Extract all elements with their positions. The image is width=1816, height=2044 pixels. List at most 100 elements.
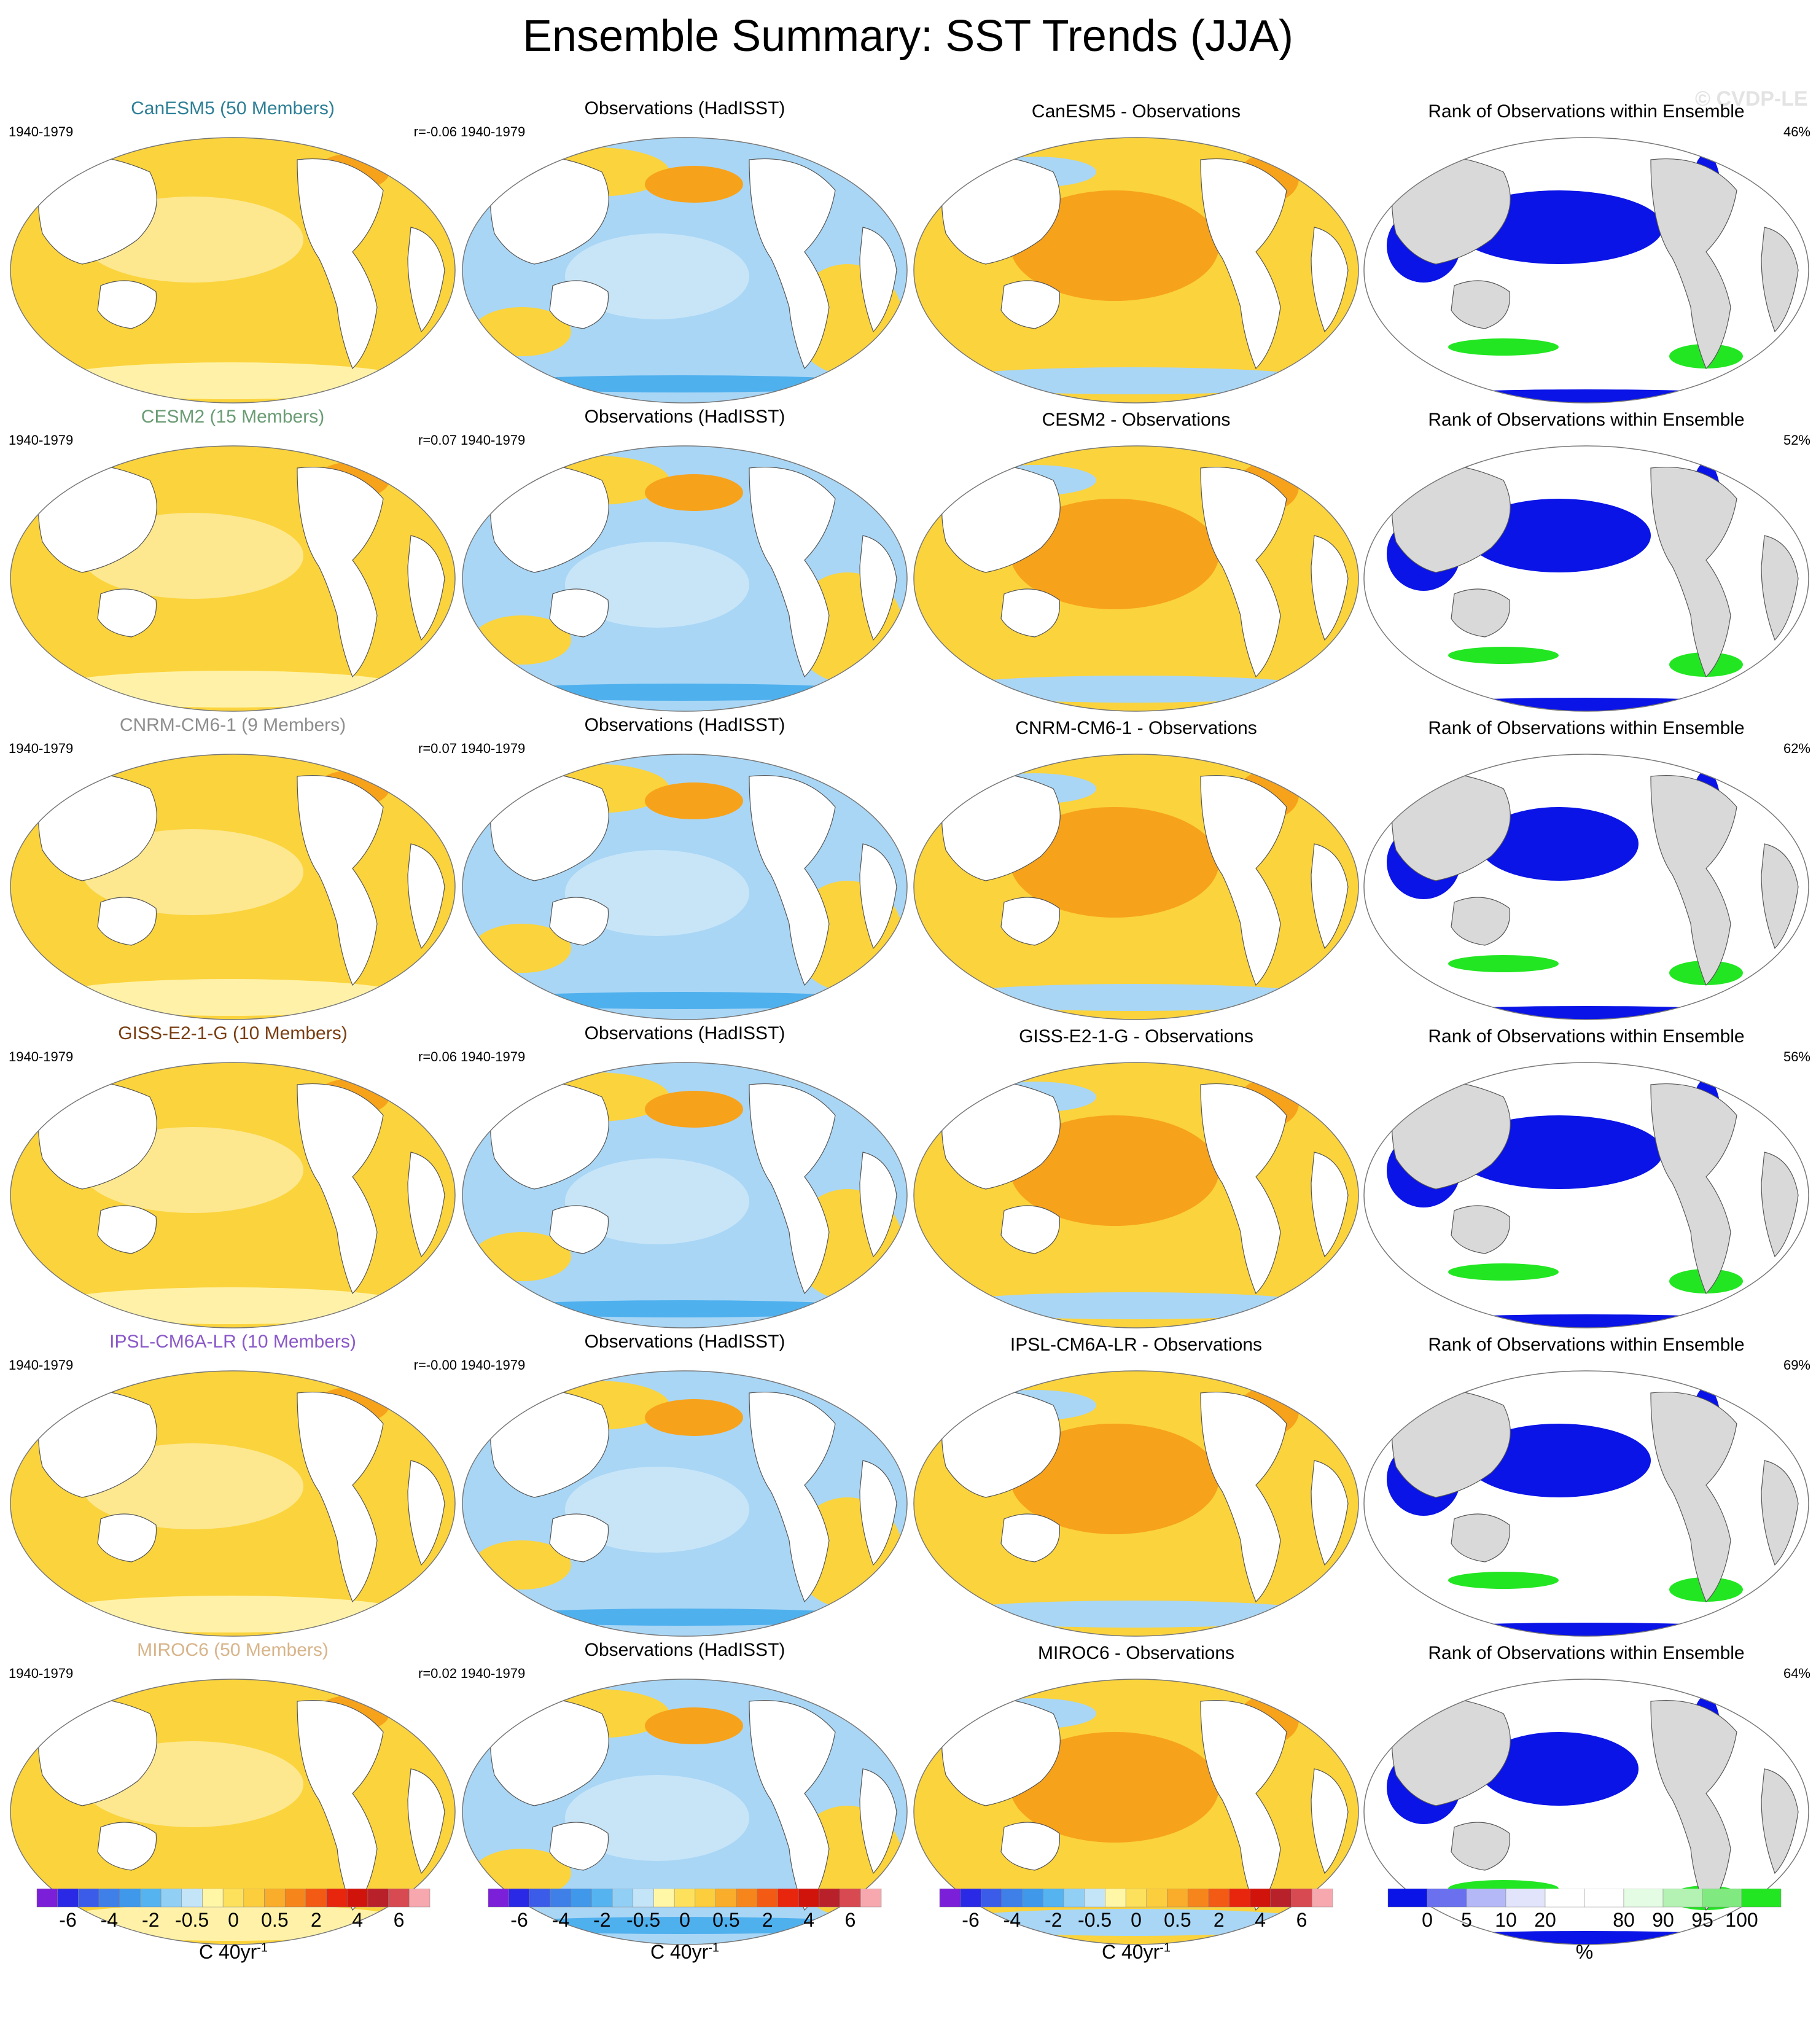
colorbar-swatch [264,1889,286,1908]
panel-rank-3: Rank of Observations within Ensemble 56% [1362,1023,1810,1333]
diff-map [913,1370,1359,1637]
pattern-correlation: r=0.07 [418,432,457,448]
colorbar-swatch [367,1889,389,1908]
land-australia [97,897,157,946]
land-africa [859,535,897,641]
land-australia [97,280,157,329]
land-americas [1200,466,1287,678]
period-label: 1940-1979 [461,1666,526,1681]
land-australia [549,588,609,638]
strong-positive-region [1010,1424,1219,1534]
southern-ocean-band [45,671,414,708]
colorbar-swatch [571,1889,592,1908]
colorbar-tick-label: 100 [1725,1909,1758,1931]
map-outline [913,137,1359,404]
land-americas [1650,1391,1737,1603]
panel-rank-1: Rank of Observations within Ensemble 52% [1362,407,1810,717]
panel-diff-3: GISS-E2-1-G - Observations [912,1023,1360,1333]
low-rank-region [1479,807,1639,881]
southern-cooling-band [479,684,884,701]
map-outline [462,1679,908,1945]
rank-percent: 69% [1783,1357,1810,1373]
colorbar-tick-label: -6 [59,1909,76,1931]
colorbar-swatch [757,1889,778,1908]
colorbar-unit: % [1382,1941,1787,1964]
colorbar-swatch [633,1889,654,1908]
colorbar-graphic: -6 -4 -2 -0.5 0 0.5 2 4 6 [488,1889,882,1931]
colorbar-swatch [1001,1889,1023,1908]
map-outline [913,1679,1359,1945]
strong-warming-region [645,1707,743,1744]
colorbar-swatch [1043,1889,1064,1908]
map-outline [462,754,908,1020]
land-americas [1650,158,1737,370]
land-americas [1200,1391,1287,1603]
pattern-correlation: r=0.06 [418,1049,457,1064]
rank-percent: 64% [1783,1666,1810,1681]
colorbar-swatch [1187,1889,1209,1908]
colorbar-unit-text: C 40yr [198,1941,257,1963]
model-title: MIROC6 (50 Members) [137,1640,329,1660]
colorbar-swatch [777,1889,799,1908]
colorbar-graphic: -6 -4 -2 -0.5 0 0.5 2 4 6 [939,1889,1333,1931]
colorbar-tick-label: 6 [1296,1909,1307,1931]
southern-ocean-band [45,1287,414,1324]
model-title: CESM2 (15 Members) [141,407,325,427]
southern-negative-band [937,676,1330,703]
colorbar-unit-text: C 40yr [1101,1941,1160,1963]
land-australia [1451,1513,1511,1562]
colorbar-swatch [550,1889,571,1908]
land-australia [549,897,609,946]
rank-map [1363,1062,1809,1328]
colorbar-swatch [981,1889,1002,1908]
land-africa [859,227,897,333]
rank-title: Rank of Observations within Ensemble [1428,1335,1745,1355]
colorbar-swatch [1105,1889,1126,1908]
colorbar-swatch [1702,1889,1742,1908]
strong-warming-region [645,1091,743,1128]
colorbar-swatch [202,1889,224,1908]
map-outline [462,445,908,712]
colorbar-swatch [305,1889,327,1908]
land-americas [297,774,384,986]
panel-model-3: GISS-E2-1-G (10 Members) 1940-1979 r=0.06 [9,1023,457,1333]
model-title: IPSL-CM6A-LR (10 Members) [109,1332,356,1352]
model-title: CNRM-CM6-1 (9 Members) [119,715,346,735]
land-australia [97,588,157,638]
land-australia [549,1513,609,1562]
strong-positive-region [1010,499,1219,609]
obs-map [462,1370,908,1637]
colorbar-tick-label: -2 [142,1909,159,1931]
colorbar-swatch [715,1889,737,1908]
land-africa [407,227,445,333]
model-title: CanESM5 (50 Members) [131,98,335,119]
colorbar-unit: C 40yr-1 [482,1941,887,1964]
figure-title: Ensemble Summary: SST Trends (JJA) [522,12,1294,61]
obs-map [462,137,908,404]
rank-map [1363,754,1809,1020]
land-africa [1761,1768,1799,1874]
map-outline [913,445,1359,712]
land-americas [1650,774,1737,986]
colorbar-tick-label: -0.5 [626,1909,660,1931]
colorbar-swatch [960,1889,981,1908]
land-asia [941,463,1061,573]
land-australia [1000,1822,1061,1871]
land-africa [1311,1152,1349,1258]
land-americas [749,1699,836,1911]
rank-colorbar: 0 5 10 20 80 90 95 100% [1382,1889,1787,1981]
colorbar-swatch [1623,1889,1664,1908]
land-americas [749,1083,836,1295]
colorbar-swatch [674,1889,696,1908]
land-americas [749,1391,836,1603]
map-outline [10,445,456,712]
colorbar-swatch [1545,1889,1585,1908]
land-asia [489,1080,609,1190]
map-outline [10,137,456,404]
land-asia [37,1696,157,1806]
weak-cooling-region [565,233,749,319]
southern-ocean-band [45,979,414,1016]
southern-negative-band [937,1909,1330,1936]
land-australia [1000,1205,1061,1254]
panel-obs-3: Observations (HadISST) 1940-1979 [461,1023,909,1333]
